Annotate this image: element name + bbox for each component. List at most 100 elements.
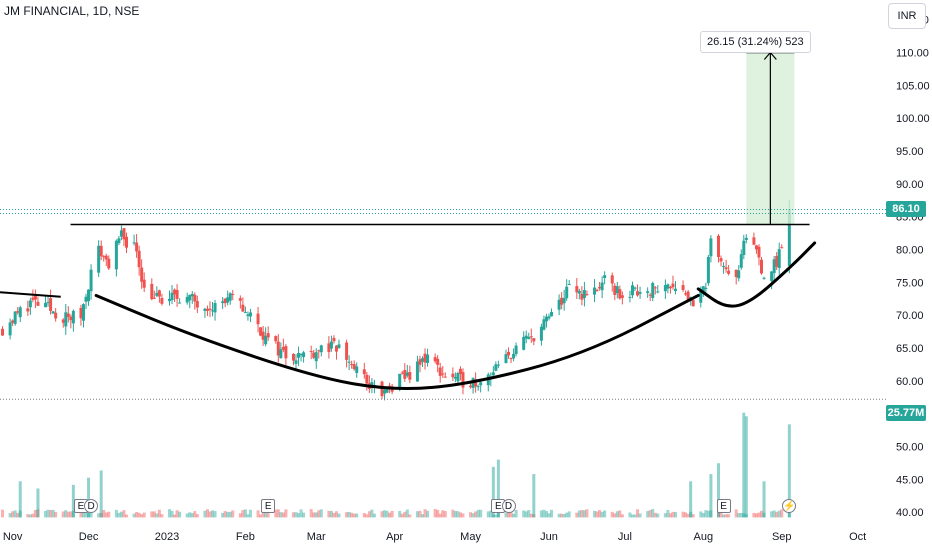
volume-bar (208, 511, 212, 518)
volume-bar (367, 511, 371, 518)
volume-bar (137, 512, 141, 518)
volume-bar (476, 509, 480, 518)
candle-body (550, 312, 554, 317)
candle-body (140, 267, 144, 282)
volume-bar (560, 513, 564, 518)
candle-body (613, 285, 617, 295)
candle-body (332, 337, 336, 342)
candle-body (600, 282, 604, 291)
volume-bar (630, 514, 634, 518)
candle-body (173, 289, 177, 295)
news-marker[interactable]: ⚡ (782, 499, 797, 513)
volume-bar (547, 513, 551, 518)
candle-body (507, 351, 511, 356)
volume-bar (565, 512, 569, 518)
candle-body (226, 297, 230, 303)
candle-body (185, 296, 189, 303)
volume-bar (673, 511, 677, 518)
volume-bar (61, 511, 65, 518)
dividend-marker[interactable]: D (84, 499, 99, 513)
volume-bar (168, 509, 172, 518)
volume-bar (734, 509, 738, 518)
volume-bar (512, 513, 516, 518)
volume-bar (600, 511, 604, 518)
y-axis: 40.0045.0050.0055.0060.0065.0070.0075.00… (896, 15, 930, 519)
volume-bar (44, 510, 48, 518)
volume-bar (51, 509, 55, 518)
earnings-marker[interactable]: E (261, 499, 276, 513)
candle-body (170, 292, 174, 301)
candle-body (577, 290, 581, 294)
candle-body (633, 287, 637, 289)
candle-body (458, 368, 462, 375)
y-tick-label: 70.00 (896, 310, 924, 322)
candle-body (26, 308, 30, 312)
volume-bar (261, 513, 265, 518)
candle-body (28, 300, 32, 308)
volume-bar (772, 510, 776, 518)
candle-body (775, 256, 779, 267)
volume-bars (1, 412, 791, 518)
volume-bar (567, 511, 571, 518)
volume-bar (408, 514, 412, 518)
volume-bar (441, 510, 445, 518)
volume-bar (256, 510, 260, 518)
x-tick-label: Mar (307, 531, 326, 543)
candle-body (228, 293, 232, 301)
volume-bar (562, 513, 566, 518)
volume-bar (618, 510, 622, 518)
dividend-marker[interactable]: D (501, 499, 516, 513)
volume-bar (152, 511, 156, 518)
candle-body (542, 319, 546, 330)
candle-body (666, 284, 670, 289)
candle-body (615, 286, 619, 294)
candle-body (71, 310, 75, 324)
candle-body (403, 370, 407, 379)
volume-bar (514, 509, 518, 518)
volume-bar (13, 510, 17, 518)
candle-body (565, 286, 569, 299)
volume-bar (312, 512, 316, 518)
candle-body (582, 290, 586, 299)
volume-bar (638, 513, 642, 518)
volume-bar (507, 510, 511, 518)
volume-bar (663, 513, 667, 518)
y-tick-label: 90.00 (896, 179, 924, 191)
candle-body (527, 336, 531, 340)
candle-body (142, 279, 146, 288)
volume-bar (362, 513, 366, 518)
candle-body (46, 302, 50, 304)
volume-bar (155, 513, 159, 518)
candle-body (653, 287, 657, 289)
last-volume-tag: 25.77M (886, 405, 926, 421)
candle-body (722, 265, 726, 267)
candle-body (246, 314, 250, 317)
volume-bar (400, 513, 404, 518)
volume-bar (671, 511, 675, 518)
candle-body (496, 364, 500, 366)
drawings (0, 51, 888, 400)
candle-body (365, 374, 369, 384)
candle-body (567, 284, 571, 286)
volume-bar (54, 511, 58, 518)
candle-body (44, 302, 48, 308)
volume-bar (704, 510, 708, 518)
candle-body (580, 293, 584, 300)
volume-bar (114, 509, 118, 518)
currency-button[interactable]: INR (888, 3, 926, 29)
volume-bar (684, 512, 688, 518)
volume-bar (135, 511, 139, 518)
candle-body (107, 258, 111, 269)
earnings-marker[interactable]: E (716, 499, 731, 513)
volume-bar (87, 477, 91, 518)
volume-bar (193, 511, 197, 518)
volume-bar (474, 511, 478, 518)
volume-bar (291, 512, 295, 518)
volume-bar (157, 509, 161, 518)
volume-bar (426, 510, 430, 518)
volume-bar (345, 512, 349, 518)
candle-body (188, 294, 192, 301)
candle-body (709, 238, 713, 257)
candle-body (400, 372, 404, 374)
